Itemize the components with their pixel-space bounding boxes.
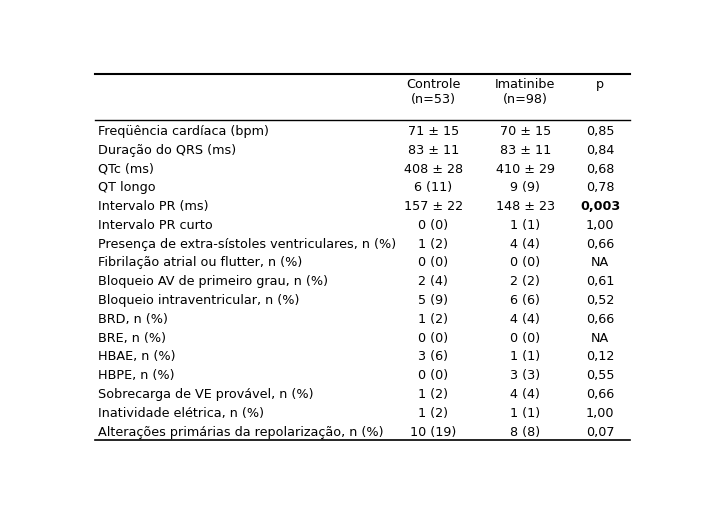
- Text: 1 (2): 1 (2): [419, 388, 448, 401]
- Text: 4 (4): 4 (4): [510, 238, 540, 251]
- Text: 1 (1): 1 (1): [510, 407, 540, 420]
- Text: 8 (8): 8 (8): [510, 426, 540, 439]
- Text: 1 (1): 1 (1): [510, 350, 540, 363]
- Text: BRD, n (%): BRD, n (%): [98, 313, 168, 326]
- Text: 2 (2): 2 (2): [510, 275, 540, 288]
- Text: 410 ± 29: 410 ± 29: [495, 162, 555, 175]
- Text: 0,66: 0,66: [586, 313, 615, 326]
- Text: QT longo: QT longo: [98, 181, 156, 194]
- Text: 0,55: 0,55: [586, 369, 615, 382]
- Text: Bloqueio intraventricular, n (%): Bloqueio intraventricular, n (%): [98, 294, 299, 307]
- Text: 157 ± 22: 157 ± 22: [404, 200, 463, 213]
- Text: 83 ± 11: 83 ± 11: [500, 144, 551, 157]
- Text: Sobrecarga de VE provável, n (%): Sobrecarga de VE provável, n (%): [98, 388, 314, 401]
- Text: HBPE, n (%): HBPE, n (%): [98, 369, 174, 382]
- Text: 0 (0): 0 (0): [419, 256, 449, 269]
- Text: 1 (2): 1 (2): [419, 313, 448, 326]
- Text: 0,07: 0,07: [586, 426, 615, 439]
- Text: 5 (9): 5 (9): [419, 294, 448, 307]
- Text: 6 (6): 6 (6): [510, 294, 540, 307]
- Text: Duração do QRS (ms): Duração do QRS (ms): [98, 144, 236, 157]
- Text: 70 ± 15: 70 ± 15: [500, 125, 551, 138]
- Text: Alterações primárias da repolarização, n (%): Alterações primárias da repolarização, n…: [98, 426, 383, 439]
- Text: 4 (4): 4 (4): [510, 313, 540, 326]
- Text: 3 (3): 3 (3): [510, 369, 540, 382]
- Text: BRE, n (%): BRE, n (%): [98, 332, 166, 345]
- Text: Intervalo PR (ms): Intervalo PR (ms): [98, 200, 209, 213]
- Text: 1,00: 1,00: [586, 219, 615, 232]
- Text: 1,00: 1,00: [586, 407, 615, 420]
- Text: 3 (6): 3 (6): [419, 350, 448, 363]
- Text: Freqüência cardíaca (bpm): Freqüência cardíaca (bpm): [98, 125, 269, 138]
- Text: Bloqueio AV de primeiro grau, n (%): Bloqueio AV de primeiro grau, n (%): [98, 275, 328, 288]
- Text: Imatinibe
(n=98): Imatinibe (n=98): [495, 78, 555, 106]
- Text: 10 (19): 10 (19): [410, 426, 457, 439]
- Text: Intervalo PR curto: Intervalo PR curto: [98, 219, 213, 232]
- Text: Controle
(n=53): Controle (n=53): [406, 78, 460, 106]
- Text: 0,66: 0,66: [586, 238, 615, 251]
- Text: 71 ± 15: 71 ± 15: [408, 125, 459, 138]
- Text: QTc (ms): QTc (ms): [98, 162, 154, 175]
- Text: 148 ± 23: 148 ± 23: [495, 200, 555, 213]
- Text: 6 (11): 6 (11): [414, 181, 452, 194]
- Text: Presença de extra-sístoles ventriculares, n (%): Presença de extra-sístoles ventriculares…: [98, 238, 396, 251]
- Text: 0,78: 0,78: [586, 181, 615, 194]
- Text: 0,68: 0,68: [586, 162, 615, 175]
- Text: 0 (0): 0 (0): [419, 332, 449, 345]
- Text: 0 (0): 0 (0): [419, 219, 449, 232]
- Text: 0,12: 0,12: [586, 350, 615, 363]
- Text: 0,66: 0,66: [586, 388, 615, 401]
- Text: 0 (0): 0 (0): [510, 256, 540, 269]
- Text: NA: NA: [591, 332, 610, 345]
- Text: Inatividade elétrica, n (%): Inatividade elétrica, n (%): [98, 407, 264, 420]
- Text: 0,52: 0,52: [586, 294, 615, 307]
- Text: Fibrilação atrial ou flutter, n (%): Fibrilação atrial ou flutter, n (%): [98, 256, 302, 269]
- Text: 0,61: 0,61: [586, 275, 615, 288]
- Text: 0 (0): 0 (0): [419, 369, 449, 382]
- Text: 2 (4): 2 (4): [419, 275, 448, 288]
- Text: 408 ± 28: 408 ± 28: [404, 162, 463, 175]
- Text: HBAE, n (%): HBAE, n (%): [98, 350, 176, 363]
- Text: 1 (2): 1 (2): [419, 407, 448, 420]
- Text: 9 (9): 9 (9): [510, 181, 540, 194]
- Text: 0 (0): 0 (0): [510, 332, 540, 345]
- Text: NA: NA: [591, 256, 610, 269]
- Text: 1 (2): 1 (2): [419, 238, 448, 251]
- Text: 0,84: 0,84: [586, 144, 615, 157]
- Text: 4 (4): 4 (4): [510, 388, 540, 401]
- Text: p: p: [596, 78, 605, 91]
- Text: 1 (1): 1 (1): [510, 219, 540, 232]
- Text: 0,003: 0,003: [580, 200, 620, 213]
- Text: 0,85: 0,85: [586, 125, 615, 138]
- Text: 83 ± 11: 83 ± 11: [408, 144, 459, 157]
